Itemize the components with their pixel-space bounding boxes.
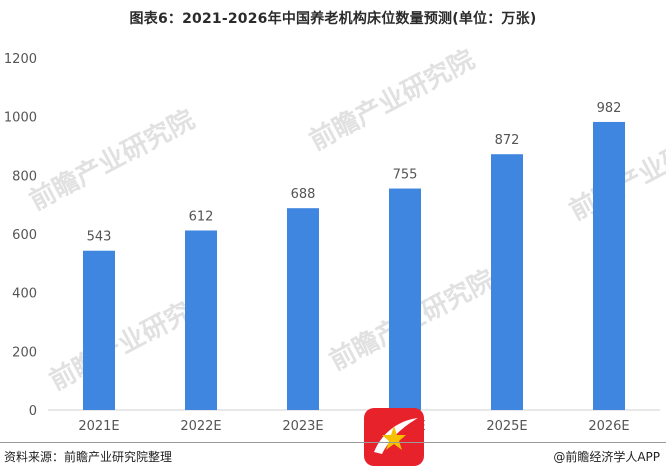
y-tick-label: 1000: [4, 111, 37, 126]
data-label: 982: [597, 101, 622, 116]
x-tick-label: 2021E: [78, 419, 119, 434]
x-tick-label: 2026E: [588, 419, 629, 434]
y-tick-label: 200: [12, 345, 37, 360]
y-tick-label: 0: [29, 404, 37, 419]
data-labels-group: 543 612 688 755 872 982: [87, 101, 622, 245]
bar-2026E: [593, 121, 625, 411]
y-tick-label: 400: [12, 287, 37, 302]
bar-2024E: [389, 188, 421, 410]
data-label: 612: [189, 209, 214, 224]
data-label: 688: [291, 187, 316, 202]
y-tick-label: 600: [12, 228, 37, 243]
y-axis: 0 200 400 600 800 1000 1200: [4, 52, 37, 419]
bar-2025E: [491, 154, 523, 410]
data-label: 872: [495, 133, 520, 148]
credit-text: @前瞻经济学人APP: [553, 450, 660, 464]
footer: 资料来源：前瞻产业研究院整理 @前瞻经济学人APP: [0, 442, 666, 473]
bar-2021E: [83, 250, 115, 410]
bar-2023E: [287, 208, 319, 410]
data-label: 755: [393, 168, 418, 183]
bars-group: [83, 121, 625, 411]
bar-chart: 0 200 400 600 800 1000 1200 543 612 688 755 872 982…: [4, 52, 660, 434]
bar-2022E: [185, 230, 217, 410]
x-tick-label: 2023E: [282, 419, 323, 434]
x-axis: 2021E2022E2023E2024E2025E2026E: [78, 419, 629, 434]
y-tick-label: 1200: [4, 52, 37, 67]
data-label: 543: [87, 230, 112, 245]
chart-title: 图表6：2021-2026年中国养老机构床位数量预测(单位：万张): [129, 11, 537, 27]
red-star-app-logo-icon: [364, 408, 424, 466]
x-tick-label: 2025E: [486, 419, 527, 434]
y-tick-label: 800: [12, 169, 37, 184]
x-tick-label: 2022E: [180, 419, 221, 434]
source-text: 资料来源：前瞻产业研究院整理: [4, 450, 173, 464]
